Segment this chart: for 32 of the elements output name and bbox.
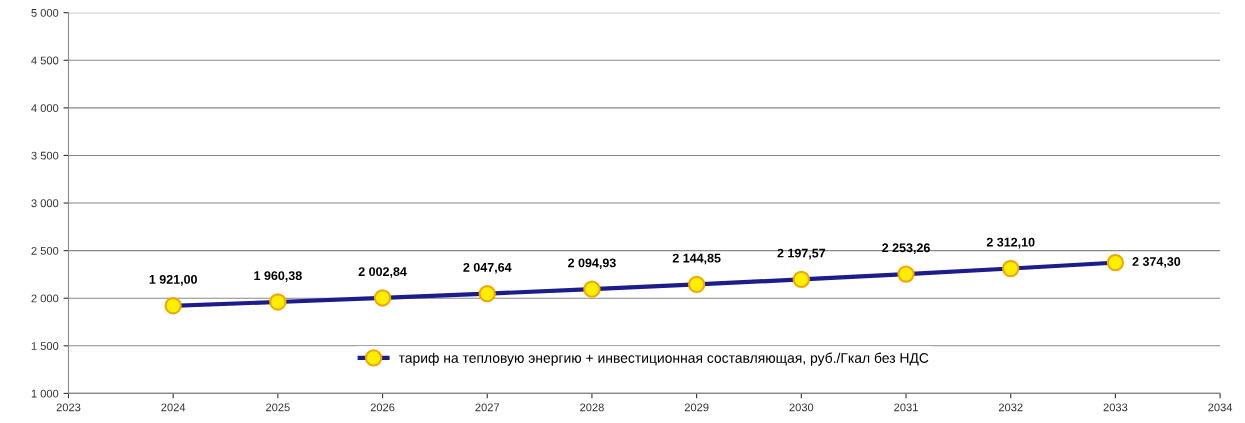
data-label: 2 144,85 (672, 253, 721, 265)
x-tick-label: 2032 (998, 403, 1023, 412)
data-label: 1 960,38 (254, 271, 302, 282)
x-tick-label: 2031 (894, 403, 918, 412)
y-tick-label: 4 000 (31, 104, 59, 112)
data-label: 2 253,26 (882, 243, 930, 255)
y-tick-label: 3 500 (31, 151, 59, 160)
x-tick-label: 2027 (475, 403, 500, 412)
data-label: 2 374,30 (1132, 257, 1181, 268)
x-tick-label: 2030 (789, 403, 814, 412)
x-tick-label: 2033 (1103, 403, 1128, 412)
data-label: 2 094,93 (568, 258, 616, 270)
y-tick-label: 2 500 (31, 246, 59, 255)
y-tick-label: 1 500 (31, 342, 59, 350)
y-tick-label: 3 000 (31, 199, 59, 208)
data-label: 2 197,57 (777, 248, 826, 260)
data-label: 2 047,64 (463, 262, 512, 274)
x-tick-label: 2028 (580, 403, 604, 412)
x-tick-label: 2024 (161, 403, 186, 412)
data-label: 1 921,00 (149, 274, 197, 286)
x-tick-label: 2023 (56, 403, 81, 412)
legend-label: тариф на тепловую энергию + инвестиционная составляющая, руб./Гкал без НДС (398, 352, 929, 366)
data-label: 2 002,84 (358, 267, 407, 278)
x-tick-label: 2026 (370, 403, 395, 412)
data-label: 2 312,10 (986, 237, 1035, 249)
y-tick-label: 2 000 (31, 294, 59, 303)
x-tick-label: 2029 (684, 403, 709, 412)
y-tick-label: 1 000 (31, 389, 59, 398)
y-tick-label: 4 500 (31, 56, 59, 65)
x-tick-label: 2025 (266, 403, 290, 412)
y-tick-label: 5 000 (31, 8, 59, 17)
x-tick-label: 2034 (1208, 403, 1233, 412)
